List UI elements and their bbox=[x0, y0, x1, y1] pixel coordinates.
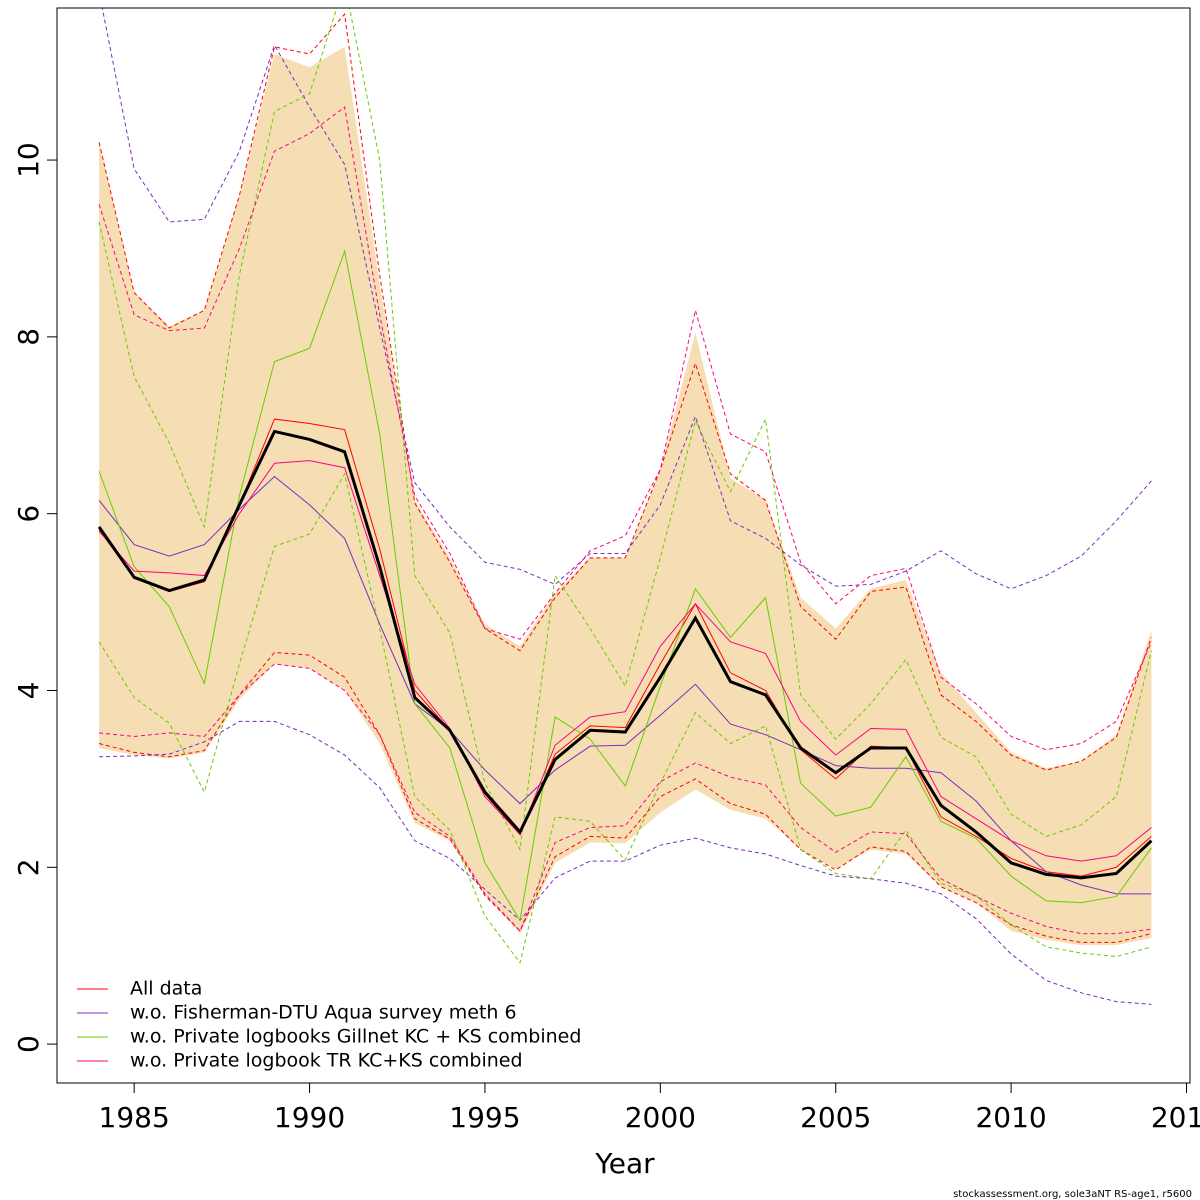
series-upper-line bbox=[98, 13, 1152, 771]
plot-area bbox=[97, 8, 1153, 1005]
series-line bbox=[98, 460, 1152, 862]
legend-label: w.o. Fisherman-DTU Aqua survey meth 6 bbox=[130, 1002, 517, 1024]
series-upper-line bbox=[98, 8, 1152, 852]
x-tick-label: 2005 bbox=[800, 1101, 871, 1134]
series-line bbox=[98, 418, 1152, 877]
footer: stockassessment.org, sole3aNT RS-age1, r… bbox=[953, 1189, 1192, 1200]
legend-label: w.o. Private logbooks Gillnet KC + KS co… bbox=[130, 1026, 581, 1048]
x-tick-label: 2000 bbox=[625, 1101, 696, 1134]
y-tick-label: 8 bbox=[12, 328, 45, 346]
series-lower-line bbox=[98, 651, 1152, 943]
y-tick-label: 6 bbox=[12, 505, 45, 523]
x-tick-label: 2010 bbox=[975, 1101, 1046, 1134]
series-lower-line bbox=[99, 663, 1152, 935]
y-tick-label: 4 bbox=[12, 682, 45, 700]
x-tick-label: 1995 bbox=[449, 1101, 520, 1134]
y-tick-label: 0 bbox=[12, 1035, 45, 1053]
x-tick-label: 1990 bbox=[274, 1101, 345, 1134]
legend-label: All data bbox=[130, 978, 202, 1000]
x-tick-label: 1985 bbox=[99, 1101, 170, 1134]
series-upper-line bbox=[101, 8, 1152, 590]
series-lower-line bbox=[98, 472, 1152, 964]
estimate-line bbox=[97, 429, 1153, 880]
y-tick-label: 2 bbox=[12, 858, 45, 876]
x-axis-label: Year bbox=[594, 1147, 655, 1180]
series-line bbox=[98, 475, 1152, 895]
series-line bbox=[98, 249, 1152, 922]
plot-frame bbox=[56, 7, 1191, 1084]
x-tick-label: 2015 bbox=[1151, 1101, 1200, 1134]
legend-label: w.o. Private logbook TR KC+KS combined bbox=[130, 1050, 523, 1072]
series-lower-line bbox=[99, 720, 1152, 1005]
y-tick-label: 10 bbox=[12, 142, 45, 178]
confidence-band bbox=[99, 46, 1152, 946]
series-upper-line bbox=[98, 106, 1152, 751]
